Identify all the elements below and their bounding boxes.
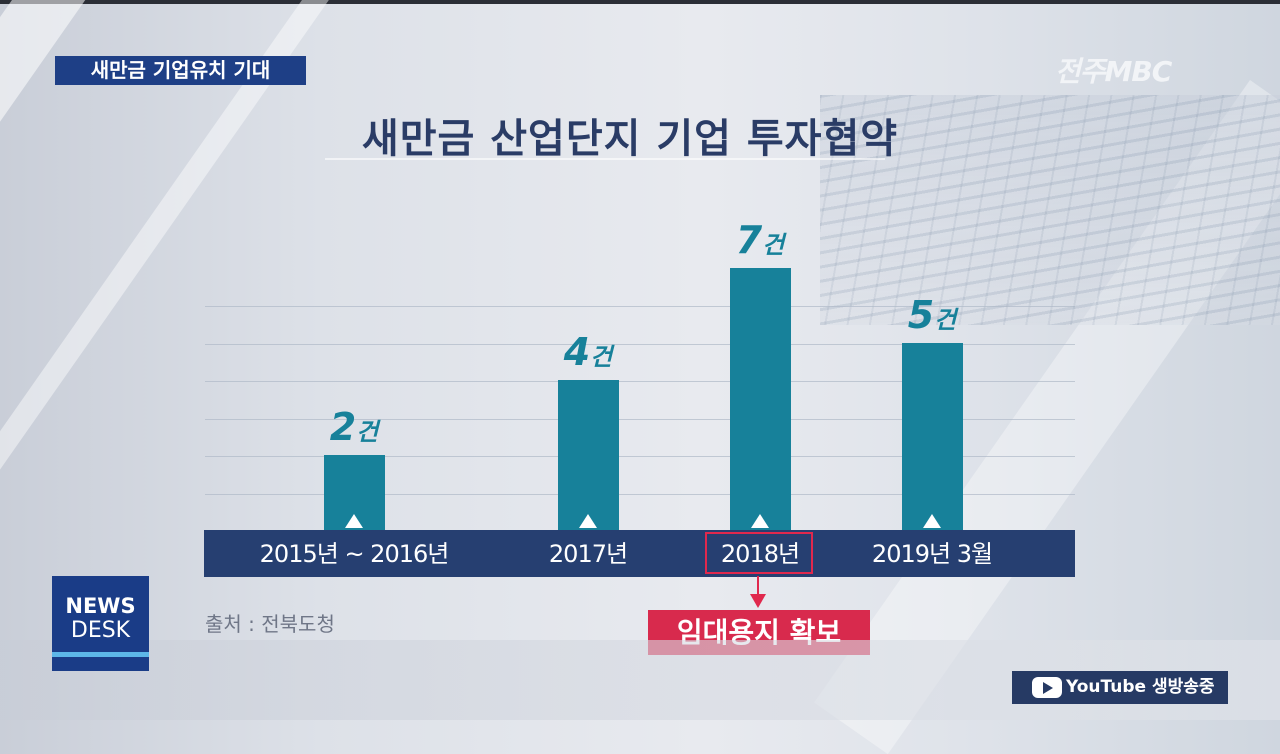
- bar-unit: 건: [356, 418, 379, 446]
- bar-value: 4: [563, 330, 591, 374]
- newsdesk-logo-line1: NEWS: [65, 594, 136, 618]
- bar-marker-triangle: [345, 514, 363, 528]
- broadcaster-logo: 전주MBC: [1055, 55, 1172, 88]
- category-label: 2019년 3월: [871, 540, 993, 568]
- category-label: 2015년 ~ 2016년: [259, 540, 450, 568]
- newsdesk-logo: NEWS DESK: [52, 576, 149, 671]
- callout-arrow: [750, 594, 766, 608]
- highlight-box: [705, 532, 813, 574]
- newsdesk-logo-line2: DESK: [70, 618, 131, 643]
- top-border: [0, 0, 1280, 4]
- bar-marker-triangle: [751, 514, 769, 528]
- news-topic-tag: 새만금 기업유치 기대: [55, 56, 306, 85]
- gridline: [205, 344, 1075, 345]
- bar-unit: 건: [590, 343, 613, 371]
- youtube-play-icon: [1032, 677, 1062, 698]
- callout-pointer: [757, 576, 759, 600]
- bar-value: 2: [329, 405, 357, 449]
- youtube-live-badge: YouTube 생방송중: [1012, 671, 1228, 704]
- bar-value-label: 2건: [294, 405, 414, 449]
- category-axis-band: [204, 530, 1075, 577]
- gridline: [205, 456, 1075, 457]
- bar-2019-march: [901, 342, 963, 530]
- category-label: 2018년: [720, 540, 800, 568]
- bar-2017: [557, 380, 619, 530]
- gridline: [205, 494, 1075, 495]
- category-label: 2017년: [548, 540, 628, 568]
- bar-unit: 건: [762, 230, 785, 259]
- bar-unit: 건: [934, 305, 957, 334]
- background-aerial-photo: [820, 95, 1280, 325]
- bar-value-label: 5건: [872, 293, 992, 337]
- bar-value-label: 7건: [700, 218, 820, 262]
- gridline: [205, 306, 1075, 307]
- gridline: [205, 381, 1075, 382]
- bar-marker-triangle: [579, 514, 597, 528]
- bar-value: 7: [735, 217, 763, 262]
- bar-value: 5: [907, 292, 935, 337]
- source-note: 출처 : 전북도청: [205, 612, 335, 636]
- bar-marker-triangle: [923, 514, 941, 528]
- chart-title: 새만금 산업단지 기업 투자협약: [361, 116, 899, 162]
- title-underline: [325, 158, 885, 160]
- youtube-live-label: YouTube 생방송중: [1066, 677, 1215, 697]
- newsdesk-logo-stripe: [52, 652, 149, 657]
- bar-value-label: 4건: [528, 330, 648, 374]
- gridline: [205, 419, 1075, 420]
- bar-2018: [729, 267, 791, 530]
